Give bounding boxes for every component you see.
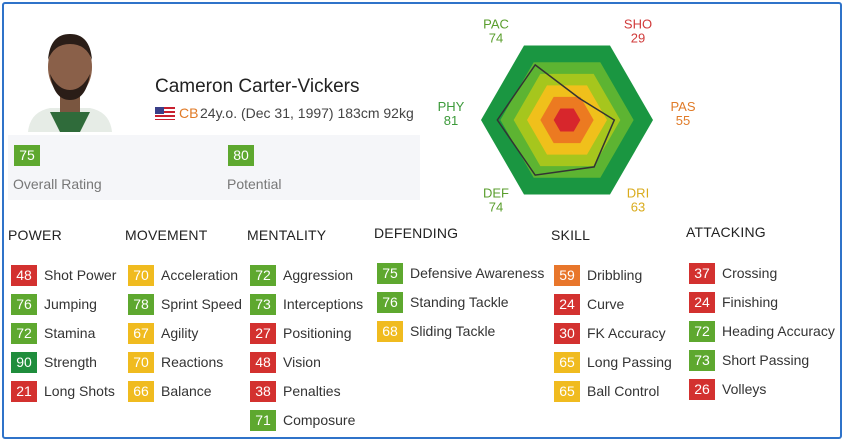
stat-badge: 75 xyxy=(377,263,403,284)
radar-label: PAS xyxy=(670,99,695,114)
stat-label: Agility xyxy=(161,325,199,341)
section-title: POWER xyxy=(8,227,62,243)
stat-badge: 48 xyxy=(11,265,37,286)
position: CB xyxy=(179,105,199,121)
radar-value: 74 xyxy=(489,199,503,214)
section-title: MOVEMENT xyxy=(125,227,208,243)
stat-label: Sliding Tackle xyxy=(410,323,496,339)
stat-label: Volleys xyxy=(722,381,767,397)
stat-label: Composure xyxy=(283,412,356,428)
stat-badge: 37 xyxy=(689,263,715,284)
player-polygon xyxy=(496,63,616,176)
stat-label: Strength xyxy=(44,354,97,370)
section-title: ATTACKING xyxy=(686,224,766,240)
stat-label: Aggression xyxy=(283,267,354,283)
stat-badge: 68 xyxy=(377,321,403,342)
stat-label: Standing Tackle xyxy=(410,294,509,310)
stat-label: Finishing xyxy=(722,294,779,310)
stat-badge: 66 xyxy=(128,381,154,402)
stat-badge: 38 xyxy=(250,381,276,402)
stat-badge: 90 xyxy=(11,352,37,373)
stat-label: Vision xyxy=(283,354,321,370)
radar-value: 81 xyxy=(444,113,458,128)
stat-badge: 21 xyxy=(11,381,37,402)
radar-label: PHY xyxy=(438,99,465,114)
stat-badge: 70 xyxy=(128,265,154,286)
rating-label: Potential xyxy=(227,176,282,192)
stat-badge: 59 xyxy=(554,265,580,286)
stat-label: Dribbling xyxy=(587,267,643,283)
stat-label: Long Shots xyxy=(44,383,115,399)
stat-label: Acceleration xyxy=(161,267,239,283)
radar-label: PAC xyxy=(483,17,509,32)
rating-label: Overall Rating xyxy=(13,176,102,192)
stat-badge: 72 xyxy=(11,323,37,344)
stat-badge: 65 xyxy=(554,381,580,402)
section-title: DEFENDING xyxy=(374,225,459,241)
section-title: MENTALITY xyxy=(247,227,327,243)
stat-badge: 78 xyxy=(128,294,154,315)
stat-label: Curve xyxy=(587,296,625,312)
stat-badge: 24 xyxy=(689,292,715,313)
stat-label: Sprint Speed xyxy=(161,296,242,312)
stat-badge: 30 xyxy=(554,323,580,344)
stat-label: FK Accuracy xyxy=(587,325,666,341)
stat-badge: 76 xyxy=(11,294,37,315)
stat-badge: 76 xyxy=(377,292,403,313)
ratings-panel xyxy=(8,135,420,200)
stat-badge: 65 xyxy=(554,352,580,373)
stat-label: Ball Control xyxy=(587,383,660,399)
radar-value: 63 xyxy=(631,199,645,214)
radar-label: DRI xyxy=(627,185,649,200)
radar-value: 55 xyxy=(676,113,690,128)
radar-label: SHO xyxy=(624,17,652,32)
player-photo xyxy=(20,12,120,132)
stat-label: Defensive Awareness xyxy=(410,265,545,281)
stat-badge: 70 xyxy=(128,352,154,373)
radar-band xyxy=(553,108,581,132)
stat-badge: 71 xyxy=(250,410,276,431)
rating-badge: 80 xyxy=(228,145,254,166)
stat-label: Stamina xyxy=(44,325,96,341)
flag-icon xyxy=(155,107,175,120)
player-name: Cameron Carter-Vickers xyxy=(155,76,360,97)
stat-badge: 72 xyxy=(689,321,715,342)
stat-badge: 73 xyxy=(689,350,715,371)
radar-label: DEF xyxy=(483,185,509,200)
radar-value: 74 xyxy=(489,31,503,46)
stat-label: Crossing xyxy=(722,265,778,281)
radar-value: 29 xyxy=(631,31,645,46)
player-details: 24y.o. (Dec 31, 1997) 183cm 92kg xyxy=(200,105,414,121)
stat-label: Shot Power xyxy=(44,267,117,283)
stat-badge: 73 xyxy=(250,294,276,315)
stat-label: Heading Accuracy xyxy=(722,323,835,339)
stat-badge: 24 xyxy=(554,294,580,315)
stat-badge: 72 xyxy=(250,265,276,286)
stat-label: Short Passing xyxy=(722,352,810,368)
stat-label: Long Passing xyxy=(587,354,672,370)
stat-badge: 67 xyxy=(128,323,154,344)
stat-badge: 48 xyxy=(250,352,276,373)
stat-badge: 27 xyxy=(250,323,276,344)
stat-label: Reactions xyxy=(161,354,224,370)
stat-badge: 26 xyxy=(689,379,715,400)
stat-label: Positioning xyxy=(283,325,352,341)
stat-label: Balance xyxy=(161,383,212,399)
stat-label: Penalties xyxy=(283,383,341,399)
section-title: SKILL xyxy=(551,227,591,243)
stat-label: Interceptions xyxy=(283,296,364,312)
rating-badge: 75 xyxy=(14,145,40,166)
stat-label: Jumping xyxy=(44,296,97,312)
